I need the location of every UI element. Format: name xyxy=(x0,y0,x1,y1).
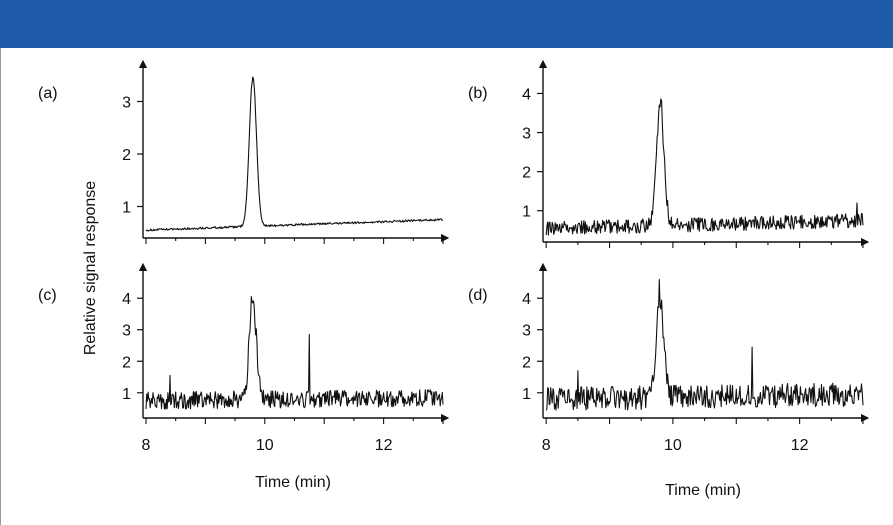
y-tick-label: 4 xyxy=(522,86,531,103)
signal-trace xyxy=(145,76,444,232)
y-tick-label: 2 xyxy=(522,165,531,182)
x-tick-label: 8 xyxy=(542,437,551,454)
y-tick-label: 1 xyxy=(522,386,531,403)
y-tick-label: 1 xyxy=(122,386,131,403)
y-tick-label: 3 xyxy=(122,95,131,112)
panel-label: (a) xyxy=(38,85,58,102)
x-tick-label: 12 xyxy=(791,437,809,454)
signal-trace xyxy=(145,296,444,410)
y-tick-label: 2 xyxy=(522,354,531,371)
y-axis-label: Relative signal response xyxy=(82,181,99,355)
y-tick-label: 2 xyxy=(122,147,131,164)
panel-label: (b) xyxy=(468,85,488,102)
signal-trace xyxy=(545,279,864,411)
signal-trace xyxy=(545,98,864,236)
x-axis-label: Time (min) xyxy=(665,482,741,499)
panel-b: (b) 1 2 3 4 xyxy=(468,59,870,248)
y-tick-label: 4 xyxy=(122,291,131,308)
panel-a: (a) 1 2 3 xyxy=(38,59,450,244)
y-tick-label: 2 xyxy=(122,354,131,371)
y-tick-label: 1 xyxy=(522,204,531,221)
panel-label: (c) xyxy=(38,287,57,304)
top-banner xyxy=(0,0,893,48)
y-tick-label: 3 xyxy=(522,126,531,143)
y-tick-label: 4 xyxy=(522,291,531,308)
x-tick-label: 8 xyxy=(142,437,151,454)
x-tick-label: 10 xyxy=(256,437,274,454)
x-tick-label: 12 xyxy=(375,437,393,454)
y-tick-label: 3 xyxy=(522,323,531,340)
panel-label: (d) xyxy=(468,287,488,304)
y-tick-label: 3 xyxy=(122,323,131,340)
y-tick-label: 1 xyxy=(122,200,131,217)
x-axis-label: Time (min) xyxy=(255,474,331,491)
x-tick-label: 10 xyxy=(664,437,682,454)
figure-frame xyxy=(0,48,893,525)
